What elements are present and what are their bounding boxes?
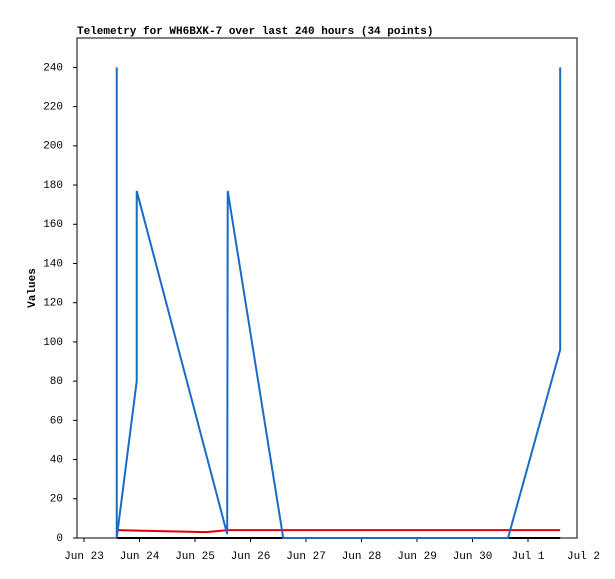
x-tick-label: Jun 24	[120, 551, 160, 563]
y-tick-label: 180	[43, 180, 63, 192]
y-tick-label: 160	[43, 219, 63, 231]
x-tick-label: Jun 29	[397, 551, 437, 563]
y-tick-label: 80	[50, 376, 63, 388]
x-tick-label: Jun 26	[231, 551, 271, 563]
plot-frame	[76, 37, 578, 539]
y-tick-label: 120	[43, 298, 63, 310]
y-tick-label: 200	[43, 141, 63, 153]
y-axis-label: Values	[27, 268, 39, 308]
chart-title: Telemetry for WH6BXK-7 over last 240 hou…	[77, 26, 433, 38]
x-tick-label: Jun 25	[175, 551, 215, 563]
series-line	[115, 67, 562, 539]
x-tick-label: Jun 28	[342, 551, 382, 563]
x-tick-label: Jul 1	[511, 551, 544, 563]
y-tick-label: 220	[43, 102, 63, 114]
y-tick-label: 0	[56, 533, 63, 545]
x-tick-label: Jun 27	[286, 551, 326, 563]
x-tick-label: Jun 30	[453, 551, 493, 563]
x-tick-label: Jun 23	[64, 551, 104, 563]
y-tick-label: 100	[43, 337, 63, 349]
y-tick-label: 40	[50, 454, 63, 466]
x-tick-label: Jul 2	[567, 551, 600, 563]
y-tick-label: 60	[50, 415, 63, 427]
y-tick-label: 20	[50, 494, 63, 506]
y-tick-label: 240	[43, 62, 63, 74]
y-tick-label: 140	[43, 258, 63, 270]
series-line	[116, 529, 561, 534]
